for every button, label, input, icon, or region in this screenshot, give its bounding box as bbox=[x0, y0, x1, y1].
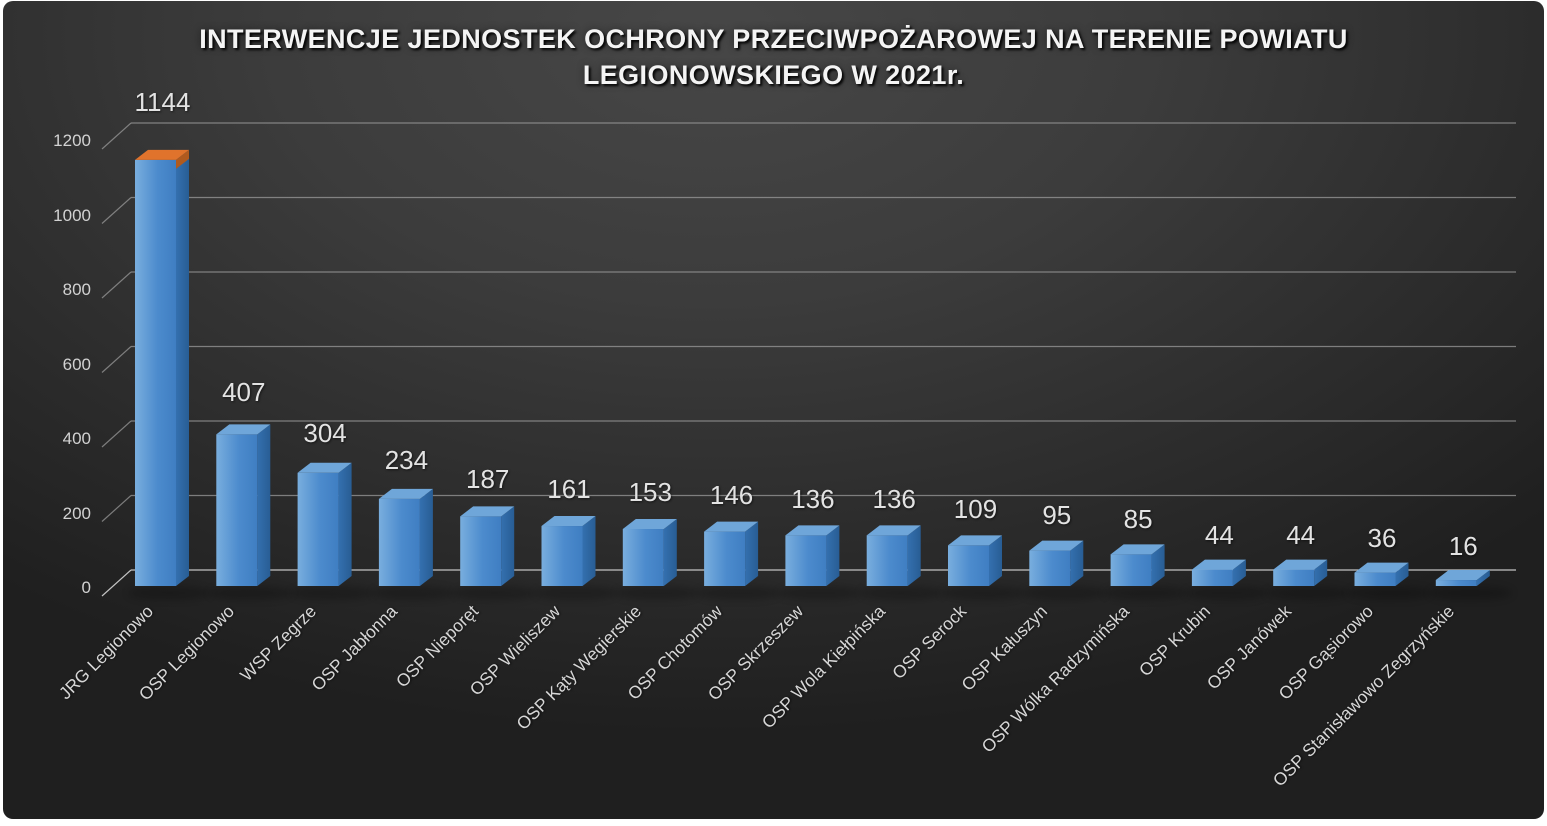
value-label: 85 bbox=[1123, 503, 1153, 534]
value-label: 44 bbox=[1286, 519, 1316, 550]
y-axis-tick-label: 800 bbox=[62, 280, 91, 299]
value-label: 44 bbox=[1204, 519, 1234, 550]
plot-layer: 0 200 400 600 800 1000 1200 1144 JRG Legionowo 40… bbox=[3, 1, 1544, 819]
value-label: 234 bbox=[384, 445, 429, 476]
value-label: 146 bbox=[709, 479, 754, 510]
chart-title: INTERWENCJE JEDNOSTEK OCHRONY PRZECIWPOŻ… bbox=[3, 21, 1544, 93]
value-label: 109 bbox=[953, 494, 998, 525]
value-label: 16 bbox=[1448, 530, 1478, 561]
value-label: 1144 bbox=[134, 87, 191, 118]
y-axis-tick-label: 1000 bbox=[53, 205, 91, 225]
value-label: 304 bbox=[303, 417, 347, 448]
value-label: 407 bbox=[222, 377, 266, 408]
value-label: 36 bbox=[1367, 522, 1397, 553]
y-axis-tick-label: 400 bbox=[62, 429, 91, 448]
value-label: 136 bbox=[872, 483, 916, 514]
y-axis-tick-label: 200 bbox=[62, 503, 91, 523]
y-axis-tick-label: 0 bbox=[81, 578, 91, 597]
value-label: 161 bbox=[547, 473, 591, 504]
value-label: 95 bbox=[1042, 499, 1072, 530]
chart-canvas bbox=[101, 122, 1516, 600]
value-label: 153 bbox=[628, 476, 672, 507]
value-label: 136 bbox=[791, 483, 835, 514]
chart: INTERWENCJE JEDNOSTEK OCHRONY PRZECIWPOŻ… bbox=[3, 1, 1544, 819]
chart-title-text: INTERWENCJE JEDNOSTEK OCHRONY PRZECIWPOŻ… bbox=[199, 24, 1348, 90]
value-label: 187 bbox=[465, 463, 510, 494]
y-axis-tick-label: 600 bbox=[62, 354, 91, 374]
y-axis-tick-label: 1200 bbox=[53, 131, 91, 150]
